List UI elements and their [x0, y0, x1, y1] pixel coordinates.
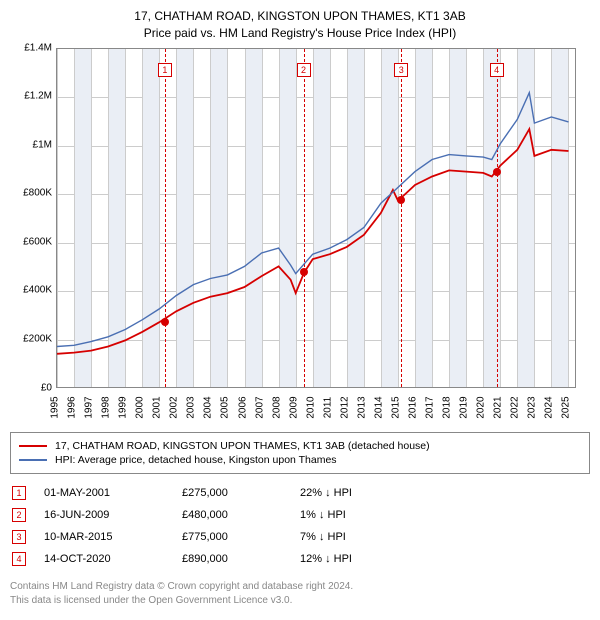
- x-tick-label: 2001: [152, 396, 163, 418]
- y-tick-label: £400K: [23, 285, 52, 296]
- y-tick-label: £600K: [23, 236, 52, 247]
- legend: 17, CHATHAM ROAD, KINGSTON UPON THAMES, …: [10, 432, 590, 474]
- sales-price: £775,000: [182, 531, 282, 543]
- series-lines: [57, 49, 577, 389]
- x-tick-label: 2013: [357, 396, 368, 418]
- x-tick-label: 2003: [186, 396, 197, 418]
- x-tick-label: 2000: [135, 396, 146, 418]
- chart-container: 17, CHATHAM ROAD, KINGSTON UPON THAMES, …: [0, 0, 600, 618]
- x-tick-label: 2004: [203, 396, 214, 418]
- sales-delta: 12% ↓ HPI: [300, 553, 400, 565]
- y-tick-label: £1.4M: [24, 42, 52, 53]
- x-tick-label: 2008: [271, 396, 282, 418]
- x-tick-label: 2011: [322, 396, 333, 418]
- x-tick-label: 2014: [374, 396, 385, 418]
- sales-date: 14-OCT-2020: [44, 553, 164, 565]
- sales-delta: 1% ↓ HPI: [300, 509, 400, 521]
- sales-row: 1 01-MAY-2001 £275,000 22% ↓ HPI: [10, 482, 590, 504]
- footer-line2: This data is licensed under the Open Gov…: [10, 594, 590, 608]
- sale-dot: [493, 168, 501, 176]
- series-hpi: [57, 92, 569, 346]
- legend-swatch: [19, 459, 47, 461]
- sale-dot: [161, 318, 169, 326]
- x-tick-label: 2009: [288, 396, 299, 418]
- x-tick-label: 1998: [101, 396, 112, 418]
- sale-marker-box: 3: [394, 63, 408, 77]
- x-axis: 1995199619971998199920002001200220032004…: [56, 388, 576, 428]
- x-tick-label: 2007: [254, 396, 265, 418]
- sales-date: 10-MAR-2015: [44, 531, 164, 543]
- x-tick-label: 2023: [527, 396, 538, 418]
- series-price_paid: [57, 129, 569, 354]
- x-tick-label: 2017: [425, 396, 436, 418]
- legend-row: 17, CHATHAM ROAD, KINGSTON UPON THAMES, …: [19, 439, 581, 453]
- x-tick-label: 2010: [305, 396, 316, 418]
- sale-marker-box: 1: [158, 63, 172, 77]
- x-tick-label: 2021: [493, 396, 504, 418]
- y-tick-label: £1M: [33, 139, 52, 150]
- legend-label: 17, CHATHAM ROAD, KINGSTON UPON THAMES, …: [55, 440, 430, 452]
- sales-delta: 7% ↓ HPI: [300, 531, 400, 543]
- legend-label: HPI: Average price, detached house, King…: [55, 454, 337, 466]
- footer-line1: Contains HM Land Registry data © Crown c…: [10, 580, 590, 594]
- x-tick-label: 2005: [220, 396, 231, 418]
- x-tick-label: 2012: [339, 396, 350, 418]
- x-tick-label: 2019: [459, 396, 470, 418]
- x-tick-label: 2002: [169, 396, 180, 418]
- sales-row: 2 16-JUN-2009 £480,000 1% ↓ HPI: [10, 504, 590, 526]
- footer: Contains HM Land Registry data © Crown c…: [10, 580, 590, 608]
- sale-marker-box: 4: [490, 63, 504, 77]
- legend-row: HPI: Average price, detached house, King…: [19, 453, 581, 467]
- sales-badge: 1: [12, 486, 26, 500]
- x-tick-label: 2024: [544, 396, 555, 418]
- x-tick-label: 2006: [237, 396, 248, 418]
- title-line2: Price paid vs. HM Land Registry's House …: [10, 25, 590, 42]
- x-tick-label: 1999: [118, 396, 129, 418]
- x-tick-label: 2018: [442, 396, 453, 418]
- x-tick-label: 2022: [510, 396, 521, 418]
- title-block: 17, CHATHAM ROAD, KINGSTON UPON THAMES, …: [10, 8, 590, 42]
- sales-badge: 4: [12, 552, 26, 566]
- sales-delta: 22% ↓ HPI: [300, 487, 400, 499]
- sales-badge: 2: [12, 508, 26, 522]
- sales-badge: 3: [12, 530, 26, 544]
- plot-area: 1 2 3 4: [56, 48, 576, 388]
- legend-swatch: [19, 445, 47, 447]
- title-line1: 17, CHATHAM ROAD, KINGSTON UPON THAMES, …: [10, 8, 590, 25]
- y-tick-label: £0: [41, 382, 52, 393]
- x-tick-label: 2016: [408, 396, 419, 418]
- sales-row: 3 10-MAR-2015 £775,000 7% ↓ HPI: [10, 526, 590, 548]
- sales-price: £890,000: [182, 553, 282, 565]
- sale-marker-box: 2: [297, 63, 311, 77]
- x-tick-label: 2015: [391, 396, 402, 418]
- chart-area: £0£200K£400K£600K£800K£1M£1.2M£1.4M 1234…: [10, 48, 590, 428]
- y-tick-label: £200K: [23, 334, 52, 345]
- sales-date: 16-JUN-2009: [44, 509, 164, 521]
- y-tick-label: £1.2M: [24, 91, 52, 102]
- sales-table: 1 01-MAY-2001 £275,000 22% ↓ HPI 2 16-JUN-200…: [10, 482, 590, 570]
- sales-price: £480,000: [182, 509, 282, 521]
- x-tick-label: 1996: [67, 396, 78, 418]
- x-tick-label: 1997: [84, 396, 95, 418]
- x-tick-label: 2020: [476, 396, 487, 418]
- sales-price: £275,000: [182, 487, 282, 499]
- y-axis: £0£200K£400K£600K£800K£1M£1.2M£1.4M: [10, 48, 56, 388]
- sale-dot: [300, 268, 308, 276]
- x-tick-label: 1995: [50, 396, 61, 418]
- x-tick-label: 2025: [561, 396, 572, 418]
- sales-row: 4 14-OCT-2020 £890,000 12% ↓ HPI: [10, 548, 590, 570]
- y-tick-label: £800K: [23, 188, 52, 199]
- sale-dot: [397, 196, 405, 204]
- sales-date: 01-MAY-2001: [44, 487, 164, 499]
